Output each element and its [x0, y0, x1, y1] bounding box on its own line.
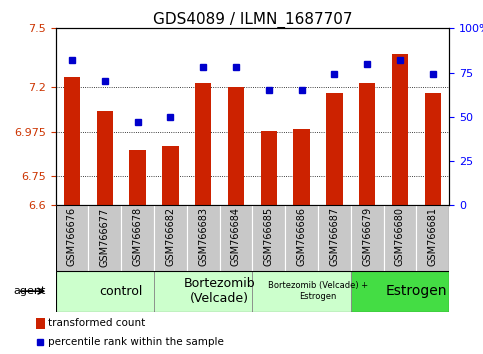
Text: GSM766687: GSM766687	[329, 207, 340, 267]
Text: GSM766682: GSM766682	[165, 207, 175, 267]
Text: GSM766686: GSM766686	[297, 207, 307, 266]
Text: Estrogen: Estrogen	[385, 284, 447, 298]
Text: percentile rank within the sample: percentile rank within the sample	[48, 337, 224, 347]
Bar	[425, 93, 441, 205]
Text: GSM766684: GSM766684	[231, 207, 241, 266]
Text: GSM766678: GSM766678	[132, 207, 142, 267]
Bar	[121, 205, 154, 271]
Bar	[36, 318, 45, 329]
Bar	[318, 205, 351, 271]
Bar	[326, 93, 342, 205]
Bar	[351, 271, 449, 312]
Text: GSM766680: GSM766680	[395, 207, 405, 266]
Bar	[416, 205, 449, 271]
Bar	[162, 146, 179, 205]
Bar	[56, 271, 154, 312]
Bar	[252, 205, 285, 271]
Text: agent: agent	[14, 286, 46, 296]
Bar	[97, 111, 113, 205]
Text: GSM766677: GSM766677	[100, 207, 110, 267]
Text: control: control	[99, 285, 143, 298]
Bar	[195, 84, 212, 205]
Text: GSM766685: GSM766685	[264, 207, 274, 267]
Title: GDS4089 / ILMN_1687707: GDS4089 / ILMN_1687707	[153, 12, 352, 28]
Text: GSM766679: GSM766679	[362, 207, 372, 267]
Bar	[285, 205, 318, 271]
Bar	[293, 129, 310, 205]
Bar	[154, 271, 252, 312]
Bar	[220, 205, 252, 271]
Bar	[88, 205, 121, 271]
Text: GSM766681: GSM766681	[428, 207, 438, 266]
Bar	[359, 84, 375, 205]
Text: Bortezomib (Velcade) +
Estrogen: Bortezomib (Velcade) + Estrogen	[268, 281, 368, 301]
Bar	[384, 205, 416, 271]
Bar	[260, 131, 277, 205]
Bar	[228, 87, 244, 205]
Bar	[392, 54, 408, 205]
Text: transformed count: transformed count	[48, 318, 145, 328]
Text: GSM766676: GSM766676	[67, 207, 77, 267]
Bar	[351, 205, 384, 271]
Bar	[64, 78, 80, 205]
Text: Bortezomib
(Velcade): Bortezomib (Velcade)	[184, 277, 256, 305]
Bar	[252, 271, 351, 312]
Bar	[56, 205, 88, 271]
Bar	[187, 205, 220, 271]
Bar	[129, 150, 146, 205]
Text: GSM766683: GSM766683	[198, 207, 208, 266]
Bar	[154, 205, 187, 271]
